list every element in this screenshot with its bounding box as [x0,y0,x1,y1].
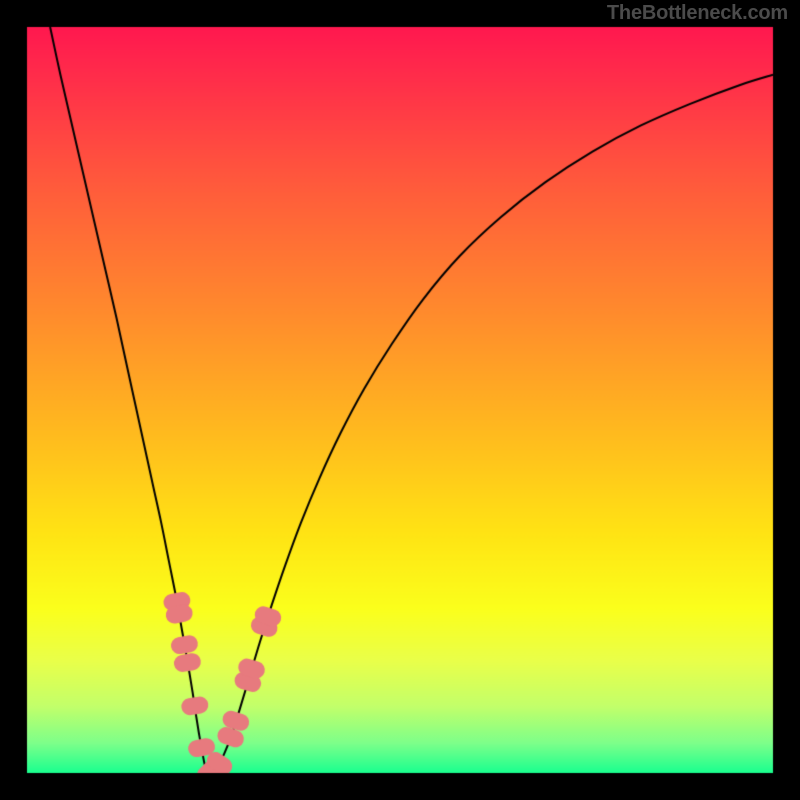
watermark-text: TheBottleneck.com [607,2,788,25]
bottleneck-chart [0,0,800,800]
